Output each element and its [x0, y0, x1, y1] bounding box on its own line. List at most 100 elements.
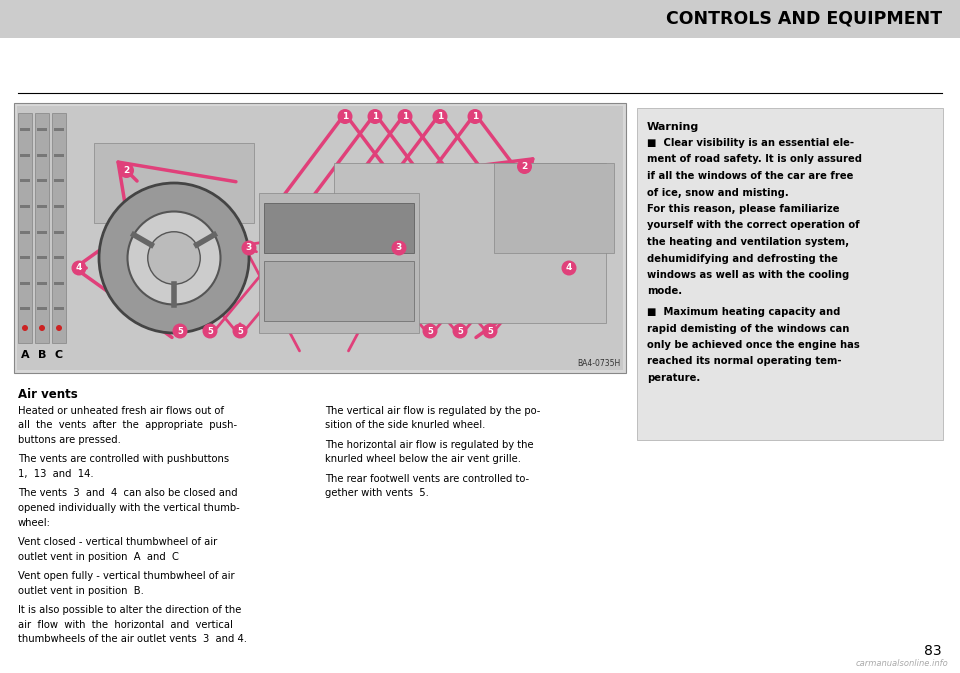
- Text: 3: 3: [396, 244, 402, 252]
- Text: 1: 1: [437, 112, 444, 121]
- Text: C: C: [55, 350, 63, 360]
- Text: 5: 5: [207, 326, 213, 336]
- Bar: [37, 230, 47, 234]
- Bar: [20, 308, 30, 310]
- Text: yourself with the correct operation of: yourself with the correct operation of: [647, 221, 859, 230]
- Circle shape: [368, 109, 382, 124]
- Text: The vertical air flow is regulated by the po-: The vertical air flow is regulated by th…: [325, 406, 540, 416]
- Text: opened individually with the vertical thumb-: opened individually with the vertical th…: [18, 503, 240, 513]
- Bar: [54, 230, 64, 234]
- Circle shape: [56, 325, 62, 331]
- Text: only be achieved once the engine has: only be achieved once the engine has: [647, 340, 860, 350]
- Circle shape: [392, 240, 406, 256]
- Text: 1: 1: [402, 112, 408, 121]
- Text: thumbwheels of the air outlet vents  3  and 4.: thumbwheels of the air outlet vents 3 an…: [18, 634, 247, 644]
- Bar: [494, 163, 614, 253]
- Circle shape: [99, 183, 249, 333]
- Text: 2: 2: [124, 166, 130, 175]
- Text: Vent closed - vertical thumbwheel of air: Vent closed - vertical thumbwheel of air: [18, 537, 217, 547]
- Circle shape: [338, 109, 352, 124]
- Bar: [54, 256, 64, 259]
- Bar: [20, 179, 30, 182]
- Text: The rear footwell vents are controlled to-: The rear footwell vents are controlled t…: [325, 474, 529, 484]
- Circle shape: [119, 163, 134, 178]
- Bar: [54, 153, 64, 157]
- Text: the heating and ventilation system,: the heating and ventilation system,: [647, 237, 850, 247]
- Bar: [54, 308, 64, 310]
- Text: dehumidifying and defrosting the: dehumidifying and defrosting the: [647, 254, 838, 264]
- Bar: [20, 153, 30, 157]
- Text: 1: 1: [472, 112, 478, 121]
- Text: reached its normal operating tem-: reached its normal operating tem-: [647, 357, 842, 367]
- Text: perature.: perature.: [647, 373, 700, 383]
- Bar: [20, 205, 30, 208]
- Text: The vents  3  and  4  can also be closed and: The vents 3 and 4 can also be closed and: [18, 489, 238, 499]
- Text: 3: 3: [246, 244, 252, 252]
- Circle shape: [71, 260, 86, 275]
- Bar: [37, 256, 47, 259]
- Text: The vents are controlled with pushbuttons: The vents are controlled with pushbutton…: [18, 454, 229, 464]
- Bar: [20, 128, 30, 131]
- Bar: [18, 113, 32, 343]
- Circle shape: [232, 324, 248, 339]
- Text: It is also possible to alter the direction of the: It is also possible to alter the directi…: [18, 605, 241, 615]
- Bar: [37, 153, 47, 157]
- Text: Air vents: Air vents: [18, 388, 78, 401]
- Circle shape: [422, 324, 438, 339]
- Text: windows as well as with the cooling: windows as well as with the cooling: [647, 270, 850, 280]
- Text: mode.: mode.: [647, 287, 683, 297]
- Text: CONTROLS AND EQUIPMENT: CONTROLS AND EQUIPMENT: [666, 10, 942, 28]
- Circle shape: [517, 159, 532, 174]
- Text: 4: 4: [76, 264, 83, 273]
- Text: wheel:: wheel:: [18, 518, 51, 528]
- Circle shape: [148, 232, 201, 284]
- Text: B: B: [37, 350, 46, 360]
- Bar: [20, 256, 30, 259]
- Text: Heated or unheated fresh air flows out of: Heated or unheated fresh air flows out o…: [18, 406, 224, 416]
- Circle shape: [562, 260, 577, 275]
- Text: 1: 1: [342, 112, 348, 121]
- Circle shape: [483, 324, 497, 339]
- Text: BA4-0735H: BA4-0735H: [578, 359, 621, 368]
- Text: 5: 5: [457, 326, 463, 336]
- Bar: [37, 179, 47, 182]
- Bar: [54, 282, 64, 285]
- Bar: [35, 113, 49, 343]
- Text: rapid demisting of the windows can: rapid demisting of the windows can: [647, 324, 850, 334]
- Text: Warning: Warning: [647, 122, 699, 132]
- Text: 5: 5: [177, 326, 183, 336]
- Text: ment of road safety. It is only assured: ment of road safety. It is only assured: [647, 155, 862, 164]
- Bar: [37, 128, 47, 131]
- Text: knurled wheel below the air vent grille.: knurled wheel below the air vent grille.: [325, 454, 521, 464]
- Circle shape: [22, 325, 28, 331]
- Text: 83: 83: [924, 644, 942, 658]
- Text: carmanualsonline.info: carmanualsonline.info: [855, 659, 948, 668]
- Circle shape: [433, 109, 447, 124]
- Bar: [54, 128, 64, 131]
- Text: gether with vents  5.: gether with vents 5.: [325, 489, 429, 499]
- Bar: [264, 203, 414, 253]
- Bar: [94, 143, 254, 223]
- Bar: [17, 106, 623, 370]
- Bar: [334, 163, 606, 323]
- Text: A: A: [21, 350, 30, 360]
- Bar: [54, 205, 64, 208]
- Text: outlet vent in position  B.: outlet vent in position B.: [18, 586, 144, 596]
- Bar: [37, 205, 47, 208]
- Circle shape: [468, 109, 483, 124]
- Bar: [37, 282, 47, 285]
- Text: For this reason, please familiarize: For this reason, please familiarize: [647, 204, 839, 214]
- Bar: [264, 261, 414, 321]
- Text: 1: 1: [372, 112, 378, 121]
- Bar: [52, 113, 66, 343]
- Bar: [0, 0, 960, 38]
- Text: 1,  13  and  14.: 1, 13 and 14.: [18, 469, 94, 479]
- Circle shape: [242, 240, 256, 256]
- Bar: [37, 308, 47, 310]
- Text: of ice, snow and misting.: of ice, snow and misting.: [647, 188, 789, 197]
- Text: The horizontal air flow is regulated by the: The horizontal air flow is regulated by …: [325, 440, 534, 450]
- Text: buttons are pressed.: buttons are pressed.: [18, 435, 121, 445]
- Text: if all the windows of the car are free: if all the windows of the car are free: [647, 171, 853, 181]
- Text: 2: 2: [521, 162, 528, 171]
- Bar: [20, 282, 30, 285]
